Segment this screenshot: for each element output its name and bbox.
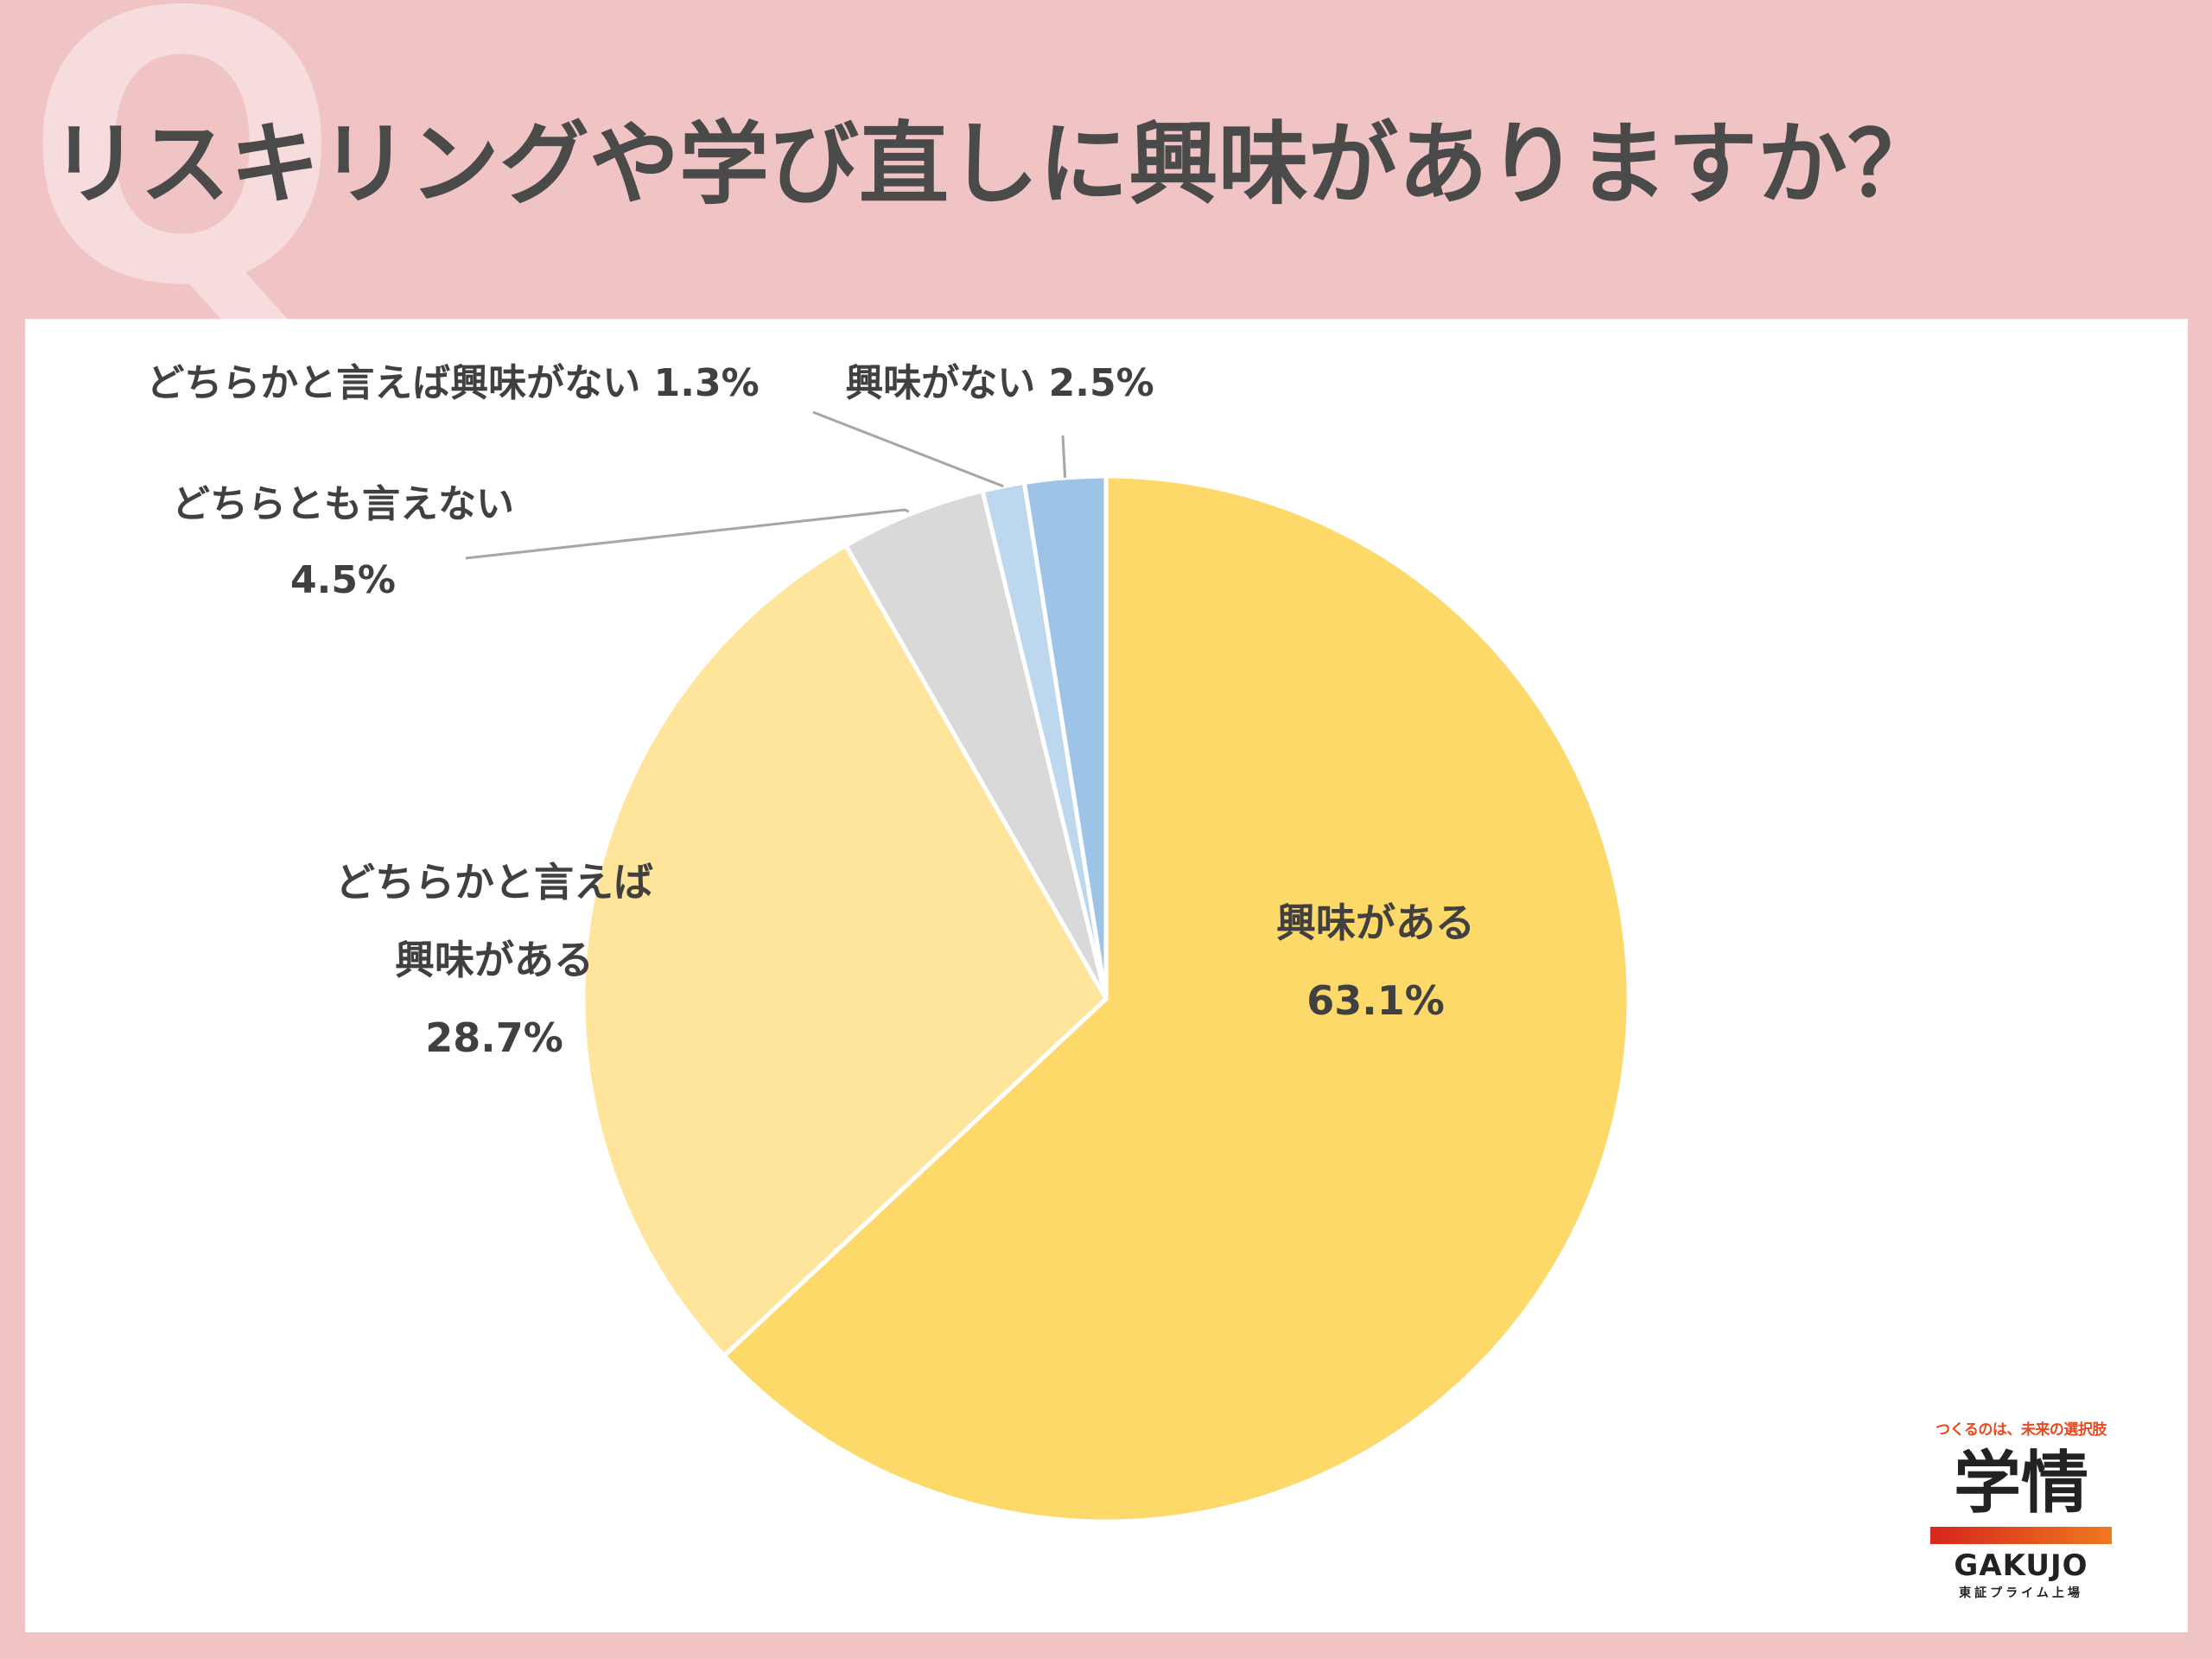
data-label-line: どちらかと言えば <box>335 859 653 906</box>
pie-slice-neutral <box>842 488 1109 1001</box>
logo-tagline: つくるのは、未来の選択肢 <box>1936 1421 2107 1439</box>
data-label-line: 28.7% <box>425 1014 563 1061</box>
leader-line-not-interested <box>1061 435 1067 478</box>
page-title: リスキリングや学び直しに興味がありますか？ <box>50 111 1938 217</box>
pie-slice-not-interested <box>1021 474 1109 1000</box>
data-label-line: 興味がある <box>1276 899 1475 946</box>
logo-english: GAKUJO <box>1954 1548 2088 1583</box>
logo-mark: 学情 <box>1953 1445 2088 1522</box>
data-label-line: どちらとも言えない <box>172 482 514 526</box>
data-label-somewhat-not-interested: どちらかと言えば興味がない 1.3% <box>146 361 759 405</box>
q-watermark: Q <box>24 0 340 367</box>
data-label-neutral: どちらとも言えない 4.5% <box>172 482 514 602</box>
data-label-line: 4.5% <box>290 558 396 602</box>
data-label-interested: 興味がある 63.1% <box>1276 899 1475 1024</box>
data-label-line: 興味がある <box>395 937 594 983</box>
data-label-not-interested: 興味がない 2.5% <box>845 361 1154 405</box>
logo-subtitle: 東証プライム上場 <box>1959 1586 2083 1600</box>
pie-chart: 興味がある 63.1%どちらかと言えば興味がある 28.7%どちらとも言えない 4.5… <box>146 361 1631 1524</box>
logo-bar <box>1930 1527 2112 1544</box>
pie-slice-interested <box>721 474 1631 1524</box>
data-label-line: 63.1% <box>1306 977 1445 1024</box>
gakujo-logo: つくるのは、未来の選択肢 学情 GAKUJO 東証プライム上場 <box>1930 1417 2112 1601</box>
data-label-somewhat-interested: どちらかと言えば興味がある 28.7% <box>335 859 653 1061</box>
leader-line-somewhat-not-interested <box>812 410 1004 488</box>
data-label-line: どちらかと言えば興味がない 1.3% <box>146 361 759 405</box>
pie-slice-somewhat-interested <box>581 542 1109 1359</box>
chart-panel: 興味がある 63.1% どちらかと言えば興味がある 28.7% どちらとも言えない 4.5… <box>25 319 2188 1632</box>
leader-line-neutral <box>465 508 910 560</box>
data-label-line: 興味がない 2.5% <box>845 361 1154 405</box>
